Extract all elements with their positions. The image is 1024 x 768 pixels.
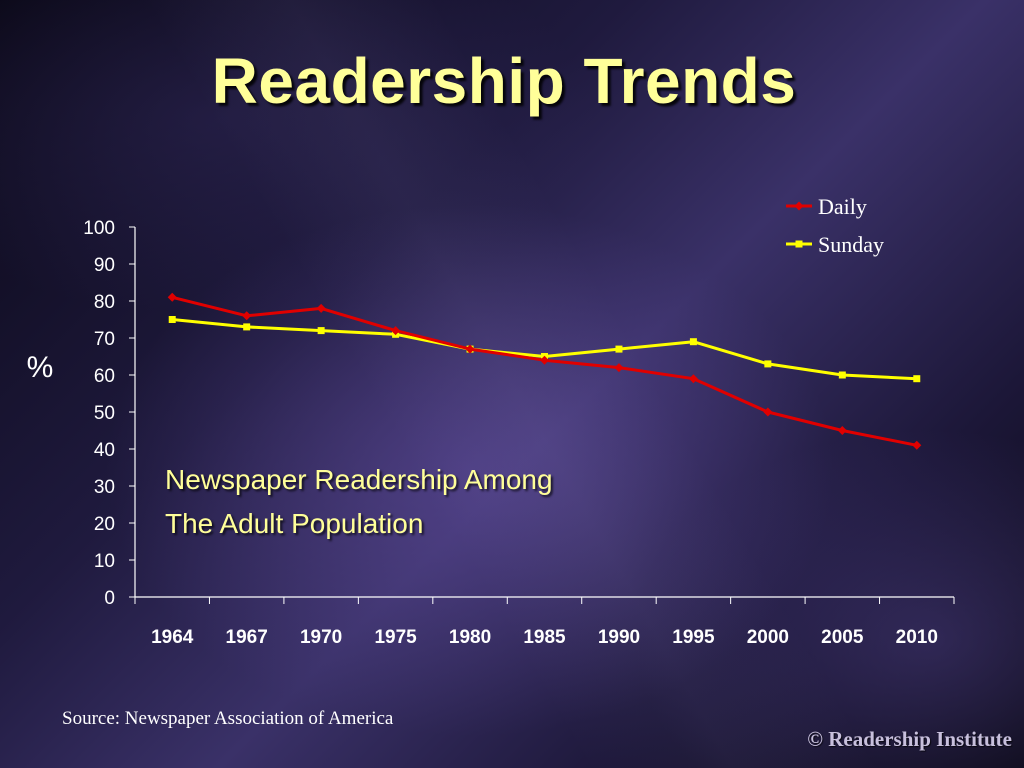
legend-marker-sunday [795, 240, 803, 248]
daily-data-point [688, 374, 698, 384]
x-tick-label: 2010 [896, 627, 938, 648]
daily-data-point [316, 303, 326, 313]
x-tick-label: 1995 [672, 627, 715, 648]
daily-data-point [763, 407, 773, 417]
x-tick-label: 2000 [747, 627, 789, 648]
y-tick-label: 70 [94, 329, 115, 350]
x-tick-label: 1975 [374, 627, 417, 648]
daily-series [167, 292, 922, 450]
legend-label-daily: Daily [818, 194, 867, 219]
y-tick-label: 80 [94, 292, 115, 313]
x-tick-label: 2005 [821, 627, 864, 648]
slide-title: Readership Trends [211, 45, 797, 117]
y-tick-label: 30 [94, 477, 115, 498]
sunday-data-point [913, 375, 921, 383]
daily-series-line [171, 295, 918, 447]
y-tick-label: 100 [83, 218, 115, 239]
x-tick-label: 1964 [151, 627, 194, 648]
y-axis-label: % [27, 351, 54, 384]
y-tick-label: 10 [94, 551, 115, 572]
sunday-series-line [172, 318, 917, 381]
daily-data-point [614, 363, 624, 373]
y-tick-label: 40 [94, 440, 115, 461]
daily-data-point [837, 426, 847, 435]
y-tick-label: 90 [94, 255, 115, 276]
sunday-data-point [689, 338, 697, 346]
y-tick-label: 60 [94, 366, 115, 387]
sunday-data-point [764, 360, 772, 368]
x-tick-label: 1990 [598, 627, 640, 648]
y-tick-label: 50 [94, 403, 115, 424]
legend-marker-daily [794, 201, 804, 211]
sunday-data-point [317, 327, 325, 335]
sunday-series [168, 316, 921, 383]
x-tick-label: 1985 [523, 627, 566, 648]
y-tick-label: 20 [94, 514, 115, 535]
daily-data-point [540, 355, 549, 365]
sunday-data-point [243, 323, 251, 331]
chart-subtitle-line-1: Newspaper Readership Among [165, 464, 553, 495]
sunday-data-point [168, 316, 176, 323]
daily-data-point [167, 292, 177, 302]
legend-item-daily: Daily [786, 194, 867, 219]
x-tick-label: 1980 [449, 627, 491, 648]
copyright-notice: © Readership Institute [807, 727, 1012, 751]
x-tick-label: 1970 [300, 627, 342, 648]
sunday-data-point [615, 345, 623, 353]
daily-data-point [242, 311, 252, 321]
chart-subtitle-line-2: The Adult Population [165, 508, 424, 539]
legend-label-sunday: Sunday [818, 232, 884, 257]
sunday-data-point [838, 371, 846, 379]
daily-data-point [465, 344, 475, 354]
daily-data-point [912, 440, 922, 450]
x-tick-label: 1967 [226, 627, 268, 648]
legend-item-sunday: Sunday [786, 232, 884, 257]
source-note: Source: Newspaper Association of America [62, 708, 394, 729]
y-tick-label: 0 [104, 588, 115, 609]
daily-data-point [391, 326, 401, 336]
